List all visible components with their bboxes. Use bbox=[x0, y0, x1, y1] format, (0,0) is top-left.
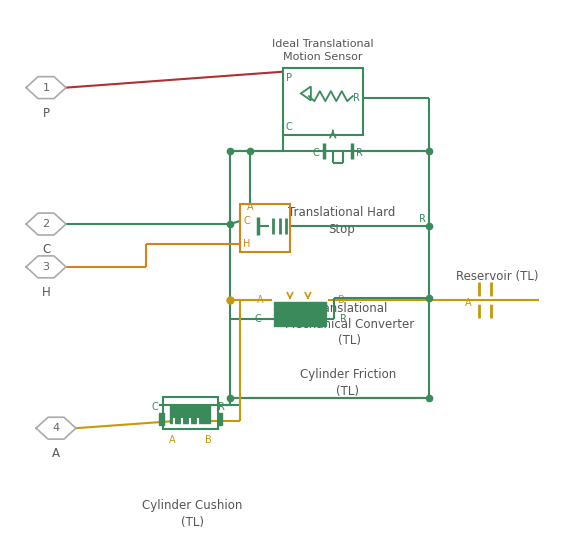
Text: C: C bbox=[312, 148, 319, 158]
Text: A: A bbox=[247, 202, 254, 212]
Text: R: R bbox=[340, 314, 347, 324]
Text: 4: 4 bbox=[53, 423, 59, 433]
Text: H: H bbox=[42, 286, 50, 299]
Text: A: A bbox=[257, 295, 263, 304]
Bar bbox=[158, 413, 164, 425]
Text: A: A bbox=[52, 447, 60, 460]
Text: R: R bbox=[356, 148, 363, 158]
Text: A: A bbox=[169, 435, 176, 445]
Bar bbox=[274, 317, 326, 321]
Text: Cylinder Cushion
(TL): Cylinder Cushion (TL) bbox=[142, 499, 243, 529]
Text: R: R bbox=[353, 93, 359, 103]
Text: 1: 1 bbox=[42, 83, 49, 92]
Text: 3: 3 bbox=[42, 262, 49, 272]
Text: C: C bbox=[42, 243, 50, 256]
Text: Translational
Mechanical Converter
(TL): Translational Mechanical Converter (TL) bbox=[285, 302, 414, 347]
Text: Cylinder Friction
(TL): Cylinder Friction (TL) bbox=[299, 368, 396, 398]
Text: Translational Hard
Stop: Translational Hard Stop bbox=[288, 206, 396, 236]
Text: Reservoir (TL): Reservoir (TL) bbox=[456, 270, 538, 283]
Bar bbox=[218, 413, 222, 425]
Bar bbox=[274, 322, 326, 325]
Bar bbox=[274, 307, 326, 311]
Text: P: P bbox=[42, 106, 49, 120]
Text: C: C bbox=[243, 216, 250, 226]
Text: B: B bbox=[338, 295, 345, 304]
Text: C: C bbox=[255, 314, 261, 324]
Text: R: R bbox=[218, 402, 225, 412]
Text: C: C bbox=[152, 402, 158, 412]
Text: B: B bbox=[205, 435, 212, 445]
Bar bbox=[274, 312, 326, 316]
Text: Ideal Translational
Motion Sensor: Ideal Translational Motion Sensor bbox=[272, 39, 374, 62]
Text: C: C bbox=[286, 122, 293, 133]
Bar bbox=[274, 302, 326, 306]
Text: H: H bbox=[243, 239, 251, 249]
Text: A: A bbox=[465, 297, 471, 308]
Text: P: P bbox=[286, 72, 292, 83]
Text: R: R bbox=[418, 214, 426, 223]
Text: 2: 2 bbox=[42, 219, 50, 229]
Bar bbox=[170, 405, 211, 423]
